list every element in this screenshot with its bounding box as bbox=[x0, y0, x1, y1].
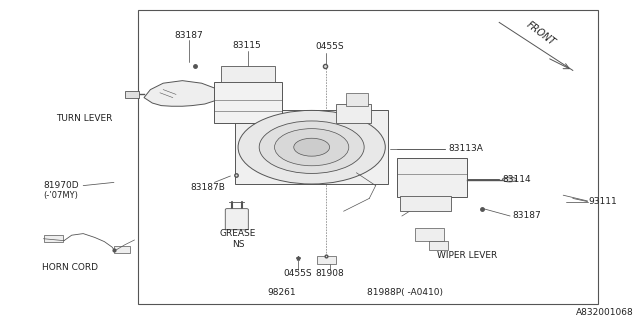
Bar bbox=[415, 228, 444, 241]
Text: (-’07MY): (-’07MY) bbox=[44, 191, 78, 200]
Bar bbox=[429, 241, 448, 250]
Text: 81988P( -A0410): 81988P( -A0410) bbox=[367, 288, 443, 297]
Text: 83114: 83114 bbox=[502, 175, 531, 184]
FancyBboxPatch shape bbox=[225, 209, 248, 230]
Text: NS: NS bbox=[232, 240, 244, 249]
Text: 81970D: 81970D bbox=[43, 181, 79, 190]
Text: FRONT: FRONT bbox=[525, 20, 557, 48]
Text: 83187: 83187 bbox=[175, 31, 203, 40]
Text: 0455S: 0455S bbox=[284, 269, 312, 278]
Text: TURN LEVER: TURN LEVER bbox=[56, 114, 113, 123]
Bar bbox=[235, 110, 388, 184]
Bar bbox=[214, 82, 282, 123]
Bar bbox=[138, 10, 598, 304]
Text: 98261: 98261 bbox=[268, 288, 296, 297]
Bar bbox=[346, 93, 368, 106]
Text: A832001068: A832001068 bbox=[576, 308, 634, 317]
Text: 0455S: 0455S bbox=[316, 42, 344, 51]
Polygon shape bbox=[144, 81, 221, 106]
Text: 93111: 93111 bbox=[589, 197, 618, 206]
Text: HORN CORD: HORN CORD bbox=[42, 263, 99, 272]
Text: WIPER LEVER: WIPER LEVER bbox=[437, 252, 497, 260]
Circle shape bbox=[294, 138, 330, 156]
Circle shape bbox=[238, 110, 385, 184]
Text: 83187: 83187 bbox=[512, 212, 541, 220]
Bar bbox=[397, 158, 467, 197]
Ellipse shape bbox=[502, 177, 516, 182]
Text: 83113A: 83113A bbox=[448, 144, 483, 153]
Text: 83187B: 83187B bbox=[191, 183, 225, 192]
Bar bbox=[317, 256, 336, 264]
Bar bbox=[221, 66, 275, 82]
Bar bbox=[336, 104, 371, 123]
Bar bbox=[114, 246, 130, 253]
Text: GREASE: GREASE bbox=[220, 229, 256, 238]
Circle shape bbox=[275, 129, 349, 166]
Bar bbox=[44, 235, 63, 242]
Text: 83115: 83115 bbox=[232, 41, 260, 50]
Text: 81908: 81908 bbox=[316, 269, 344, 278]
Circle shape bbox=[259, 121, 364, 173]
Bar bbox=[125, 91, 139, 98]
Bar bbox=[400, 196, 451, 211]
